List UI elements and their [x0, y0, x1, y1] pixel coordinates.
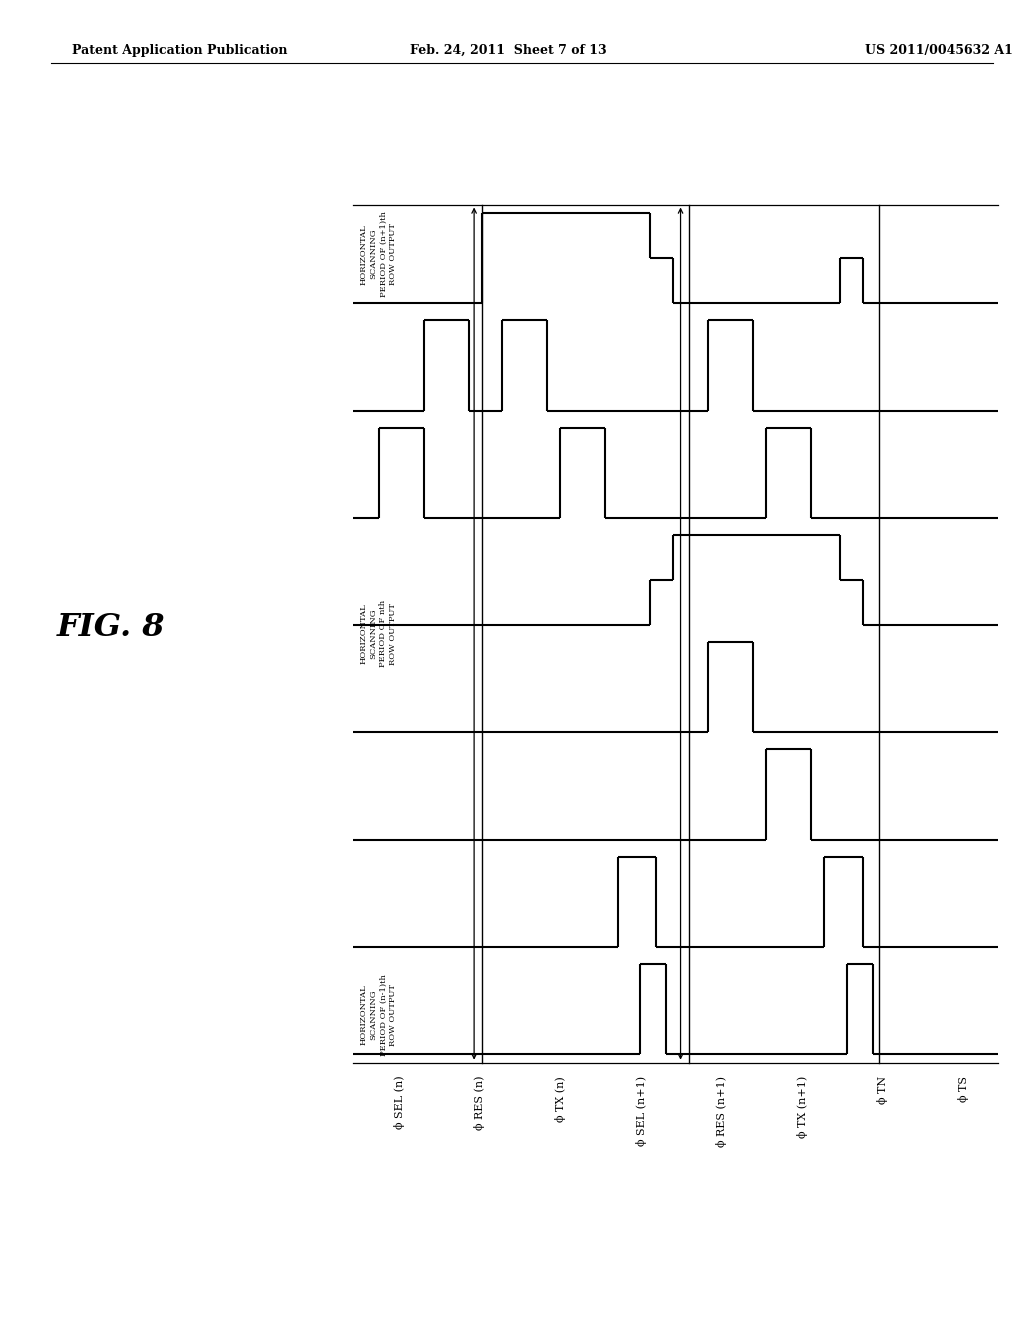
Text: ϕ SEL (n): ϕ SEL (n) [393, 1076, 404, 1130]
Text: ϕ TX (n+1): ϕ TX (n+1) [797, 1076, 808, 1138]
Text: ϕ TS: ϕ TS [958, 1076, 969, 1102]
Text: ϕ RES (n): ϕ RES (n) [474, 1076, 485, 1130]
Text: Feb. 24, 2011  Sheet 7 of 13: Feb. 24, 2011 Sheet 7 of 13 [410, 44, 606, 57]
Text: HORIZONTAL
SCANNING
PERIOD OF (n-1)th
ROW OUTPUT: HORIZONTAL SCANNING PERIOD OF (n-1)th RO… [359, 974, 397, 1056]
Text: ϕ TX (n): ϕ TX (n) [555, 1076, 566, 1122]
Text: ϕ TN: ϕ TN [878, 1076, 889, 1104]
Text: HORIZONTAL
SCANNING
PERIOD OF nth
ROW OUTPUT: HORIZONTAL SCANNING PERIOD OF nth ROW OU… [359, 601, 397, 667]
Text: Patent Application Publication: Patent Application Publication [72, 44, 287, 57]
Text: FIG. 8: FIG. 8 [56, 611, 165, 643]
Text: ϕ RES (n+1): ϕ RES (n+1) [716, 1076, 727, 1147]
Text: HORIZONTAL
SCANNING
PERIOD OF (n+1)th
ROW OUTPUT: HORIZONTAL SCANNING PERIOD OF (n+1)th RO… [359, 211, 397, 297]
Text: US 2011/0045632 A1: US 2011/0045632 A1 [865, 44, 1013, 57]
Text: ϕ SEL (n+1): ϕ SEL (n+1) [636, 1076, 646, 1146]
